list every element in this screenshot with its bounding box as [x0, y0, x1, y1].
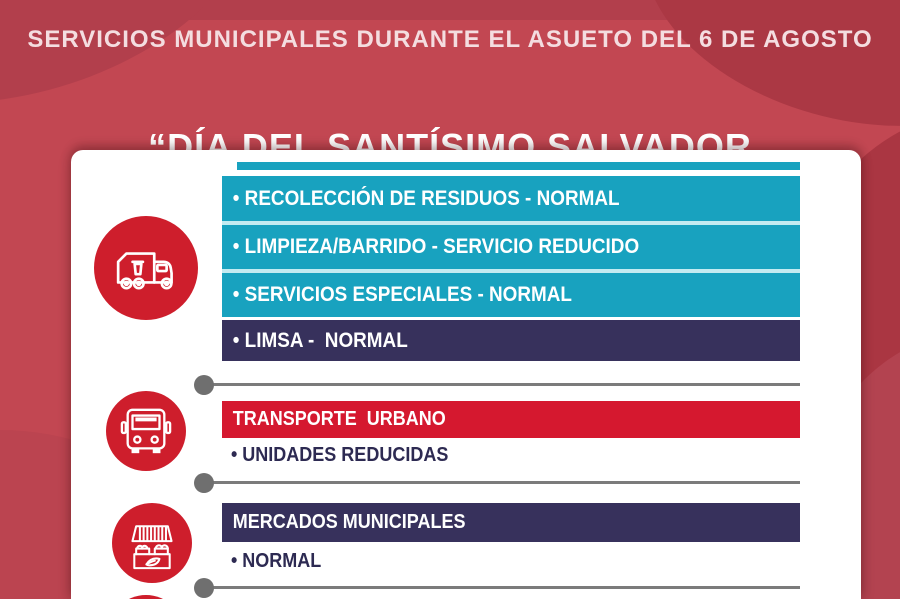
transporte-note: • UNIDADES REDUCIDAS: [231, 444, 449, 466]
divider-line: [204, 586, 800, 589]
header-subtitle: SERVICIOS MUNICIPALES DURANTE EL ASUETO …: [27, 26, 873, 53]
bus-icon-circle: [106, 391, 186, 471]
service-bar-especiales: • SERVICIOS ESPECIALES - NORMAL: [222, 273, 800, 317]
service-bar-label: • SERVICIOS ESPECIALES - NORMAL: [232, 283, 572, 306]
next-section-icon-circle: [108, 595, 184, 599]
divider-dot: [194, 578, 214, 598]
bar-separator: [222, 269, 800, 273]
teal-top-strip: [237, 162, 800, 170]
divider-dot: [194, 375, 214, 395]
divider-line: [204, 481, 800, 484]
market-icon-circle: [112, 503, 192, 583]
divider-line: [204, 383, 800, 386]
bus-icon: [120, 408, 172, 454]
market-stall-icon: [131, 525, 173, 570]
service-bar-recoleccion: • RECOLECCIÓN DE RESIDUOS - NORMAL: [222, 176, 800, 221]
mercados-title: MERCADOS MUNICIPALES: [232, 511, 466, 533]
mercados-title-bar: MERCADOS MUNICIPALES: [222, 503, 800, 542]
service-bar-label: • RECOLECCIÓN DE RESIDUOS - NORMAL: [232, 186, 620, 210]
bar-separator: [222, 221, 800, 225]
service-bar-label: • LIMPIEZA/BARRIDO - SERVICIO REDUCIDO: [232, 235, 640, 258]
mercados-note: • NORMAL: [231, 550, 322, 572]
info-card: • RECOLECCIÓN DE RESIDUOS - NORMAL • LIM…: [71, 150, 861, 599]
service-bar-label: • LIMSA - NORMAL: [232, 328, 408, 352]
divider-dot: [194, 473, 214, 493]
waste-icon-circle: [94, 216, 198, 320]
transporte-title-bar: TRANSPORTE URBANO: [222, 401, 800, 438]
garbage-truck-icon: [116, 252, 173, 290]
service-bar-limpieza: • LIMPIEZA/BARRIDO - SERVICIO REDUCIDO: [222, 225, 800, 269]
service-bar-limsa: • LIMSA - NORMAL: [222, 320, 800, 361]
transporte-title: TRANSPORTE URBANO: [232, 408, 446, 430]
